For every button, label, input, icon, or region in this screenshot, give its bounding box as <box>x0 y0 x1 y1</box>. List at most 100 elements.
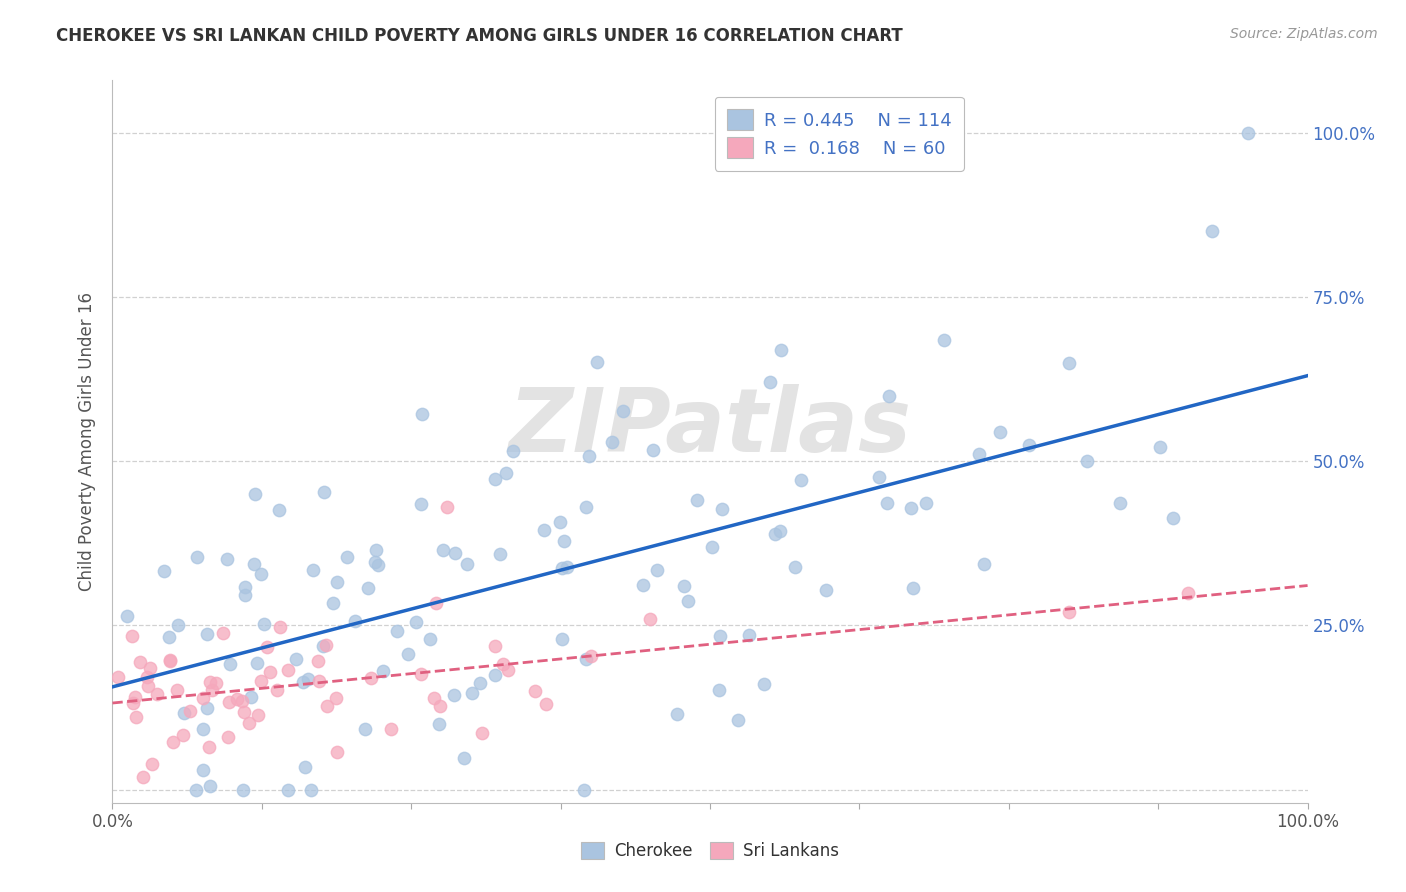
Point <box>256 640 278 654</box>
Point <box>191 763 214 777</box>
Point <box>967 447 990 461</box>
Point <box>1108 496 1130 510</box>
Point <box>492 657 515 671</box>
Point <box>553 534 575 549</box>
Point <box>419 632 441 646</box>
Point <box>294 760 316 774</box>
Point <box>411 408 433 422</box>
Point <box>524 684 547 698</box>
Point <box>396 647 419 661</box>
Point <box>238 716 260 731</box>
Point <box>162 735 184 749</box>
Point <box>285 652 308 666</box>
Point <box>710 502 733 516</box>
Point <box>193 691 215 706</box>
Point <box>250 674 273 689</box>
Point <box>763 527 786 541</box>
Point <box>325 690 347 705</box>
Point <box>900 501 922 516</box>
Point <box>484 667 506 681</box>
Point <box>409 666 432 681</box>
Point <box>218 695 240 709</box>
Point <box>631 578 654 592</box>
Point <box>136 679 159 693</box>
Point <box>326 745 349 759</box>
Point <box>336 549 359 564</box>
Point <box>197 740 219 755</box>
Point <box>436 500 458 515</box>
Point <box>344 614 367 628</box>
Point <box>167 618 190 632</box>
Point <box>676 594 699 608</box>
Point <box>665 707 688 722</box>
Point <box>555 560 578 574</box>
Point <box>115 608 138 623</box>
Point <box>218 657 240 671</box>
Point <box>246 708 269 723</box>
Point <box>157 630 180 644</box>
Point <box>138 661 160 675</box>
Point <box>612 404 634 418</box>
Point <box>443 689 465 703</box>
Point <box>700 540 723 554</box>
Point <box>709 629 731 643</box>
Point <box>311 639 333 653</box>
Point <box>707 682 730 697</box>
Point <box>267 502 290 516</box>
Point <box>302 564 325 578</box>
Point <box>533 523 555 537</box>
Point <box>461 686 484 700</box>
Point <box>405 615 427 629</box>
Point <box>575 651 598 665</box>
Point <box>364 555 387 569</box>
Point <box>496 663 519 677</box>
Point <box>423 691 446 706</box>
Point <box>173 706 195 720</box>
Point <box>233 705 256 719</box>
Point <box>385 624 408 638</box>
Point <box>548 515 571 529</box>
Point <box>132 770 155 784</box>
Point <box>245 657 267 671</box>
Point <box>1076 454 1098 468</box>
Point <box>159 654 181 668</box>
Point <box>1018 438 1040 452</box>
Point <box>153 564 176 578</box>
Point <box>640 612 662 626</box>
Point <box>269 620 291 634</box>
Point <box>470 676 492 690</box>
Point <box>124 690 146 705</box>
Point <box>578 449 600 463</box>
Point <box>427 717 450 731</box>
Point <box>364 542 387 557</box>
Point <box>484 472 506 486</box>
Point <box>432 543 454 558</box>
Point <box>121 629 143 643</box>
Point <box>488 547 510 561</box>
Point <box>915 496 938 510</box>
Point <box>315 698 337 713</box>
Point <box>600 435 623 450</box>
Point <box>371 664 394 678</box>
Point <box>551 561 574 575</box>
Point <box>243 558 266 572</box>
Point <box>122 697 145 711</box>
Point <box>738 628 761 642</box>
Point <box>673 578 696 592</box>
Point <box>291 674 314 689</box>
Point <box>135 670 157 684</box>
Point <box>769 343 792 358</box>
Point <box>277 782 299 797</box>
Point <box>456 558 478 572</box>
Point <box>243 487 266 501</box>
Point <box>253 617 276 632</box>
Text: ZIPatlas: ZIPatlas <box>509 384 911 471</box>
Point <box>785 560 807 574</box>
Point <box>193 723 215 737</box>
Point <box>166 683 188 698</box>
Text: CHEROKEE VS SRI LANKAN CHILD POVERTY AMONG GIRLS UNDER 16 CORRELATION CHART: CHEROKEE VS SRI LANKAN CHILD POVERTY AMO… <box>56 27 903 45</box>
Point <box>425 595 447 609</box>
Point <box>1057 356 1080 370</box>
Point <box>249 566 271 581</box>
Point <box>217 552 239 566</box>
